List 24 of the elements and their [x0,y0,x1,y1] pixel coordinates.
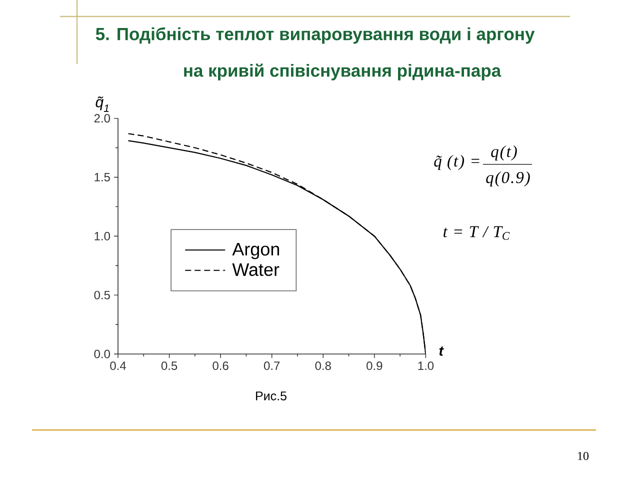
y-tick-label: 0.0 [94,350,110,358]
x-tick-label: 0.5 [161,362,178,370]
chart-title: 5. Подібність теплот випаровування води і аргону [96,27,535,44]
x-tick-label: 0.8 [315,362,331,370]
chart-subtitle: на кривій співіснування рідина-пара [184,64,502,80]
x-tick-label: 0.4 [110,362,126,370]
y-tick-label: 1.5 [94,173,110,182]
x-tick-label: 1.0 [418,362,434,370]
text: t = T / T$_{C}$ [444,226,510,240]
y-axis-title: q̃$_{1}$ [96,96,109,112]
y-tick-label: 2.0 [94,114,110,123]
legend-label: Water [232,263,280,276]
x-tick-label: 0.7 [264,362,280,370]
text: Рис.5 [256,392,286,400]
legend-label: Argon [232,243,280,260]
x-tick-label: 0.6 [212,362,228,370]
x-axis-title: t [439,346,444,356]
text: q(0.9) [486,172,530,186]
x-tick-label: 0.9 [366,362,382,370]
text: q̃ (t) = [434,155,480,170]
text: 10 [578,452,589,460]
text: q(t) [491,146,517,160]
y-tick-label: 1.0 [94,232,110,240]
y-tick-label: 0.5 [94,290,110,300]
